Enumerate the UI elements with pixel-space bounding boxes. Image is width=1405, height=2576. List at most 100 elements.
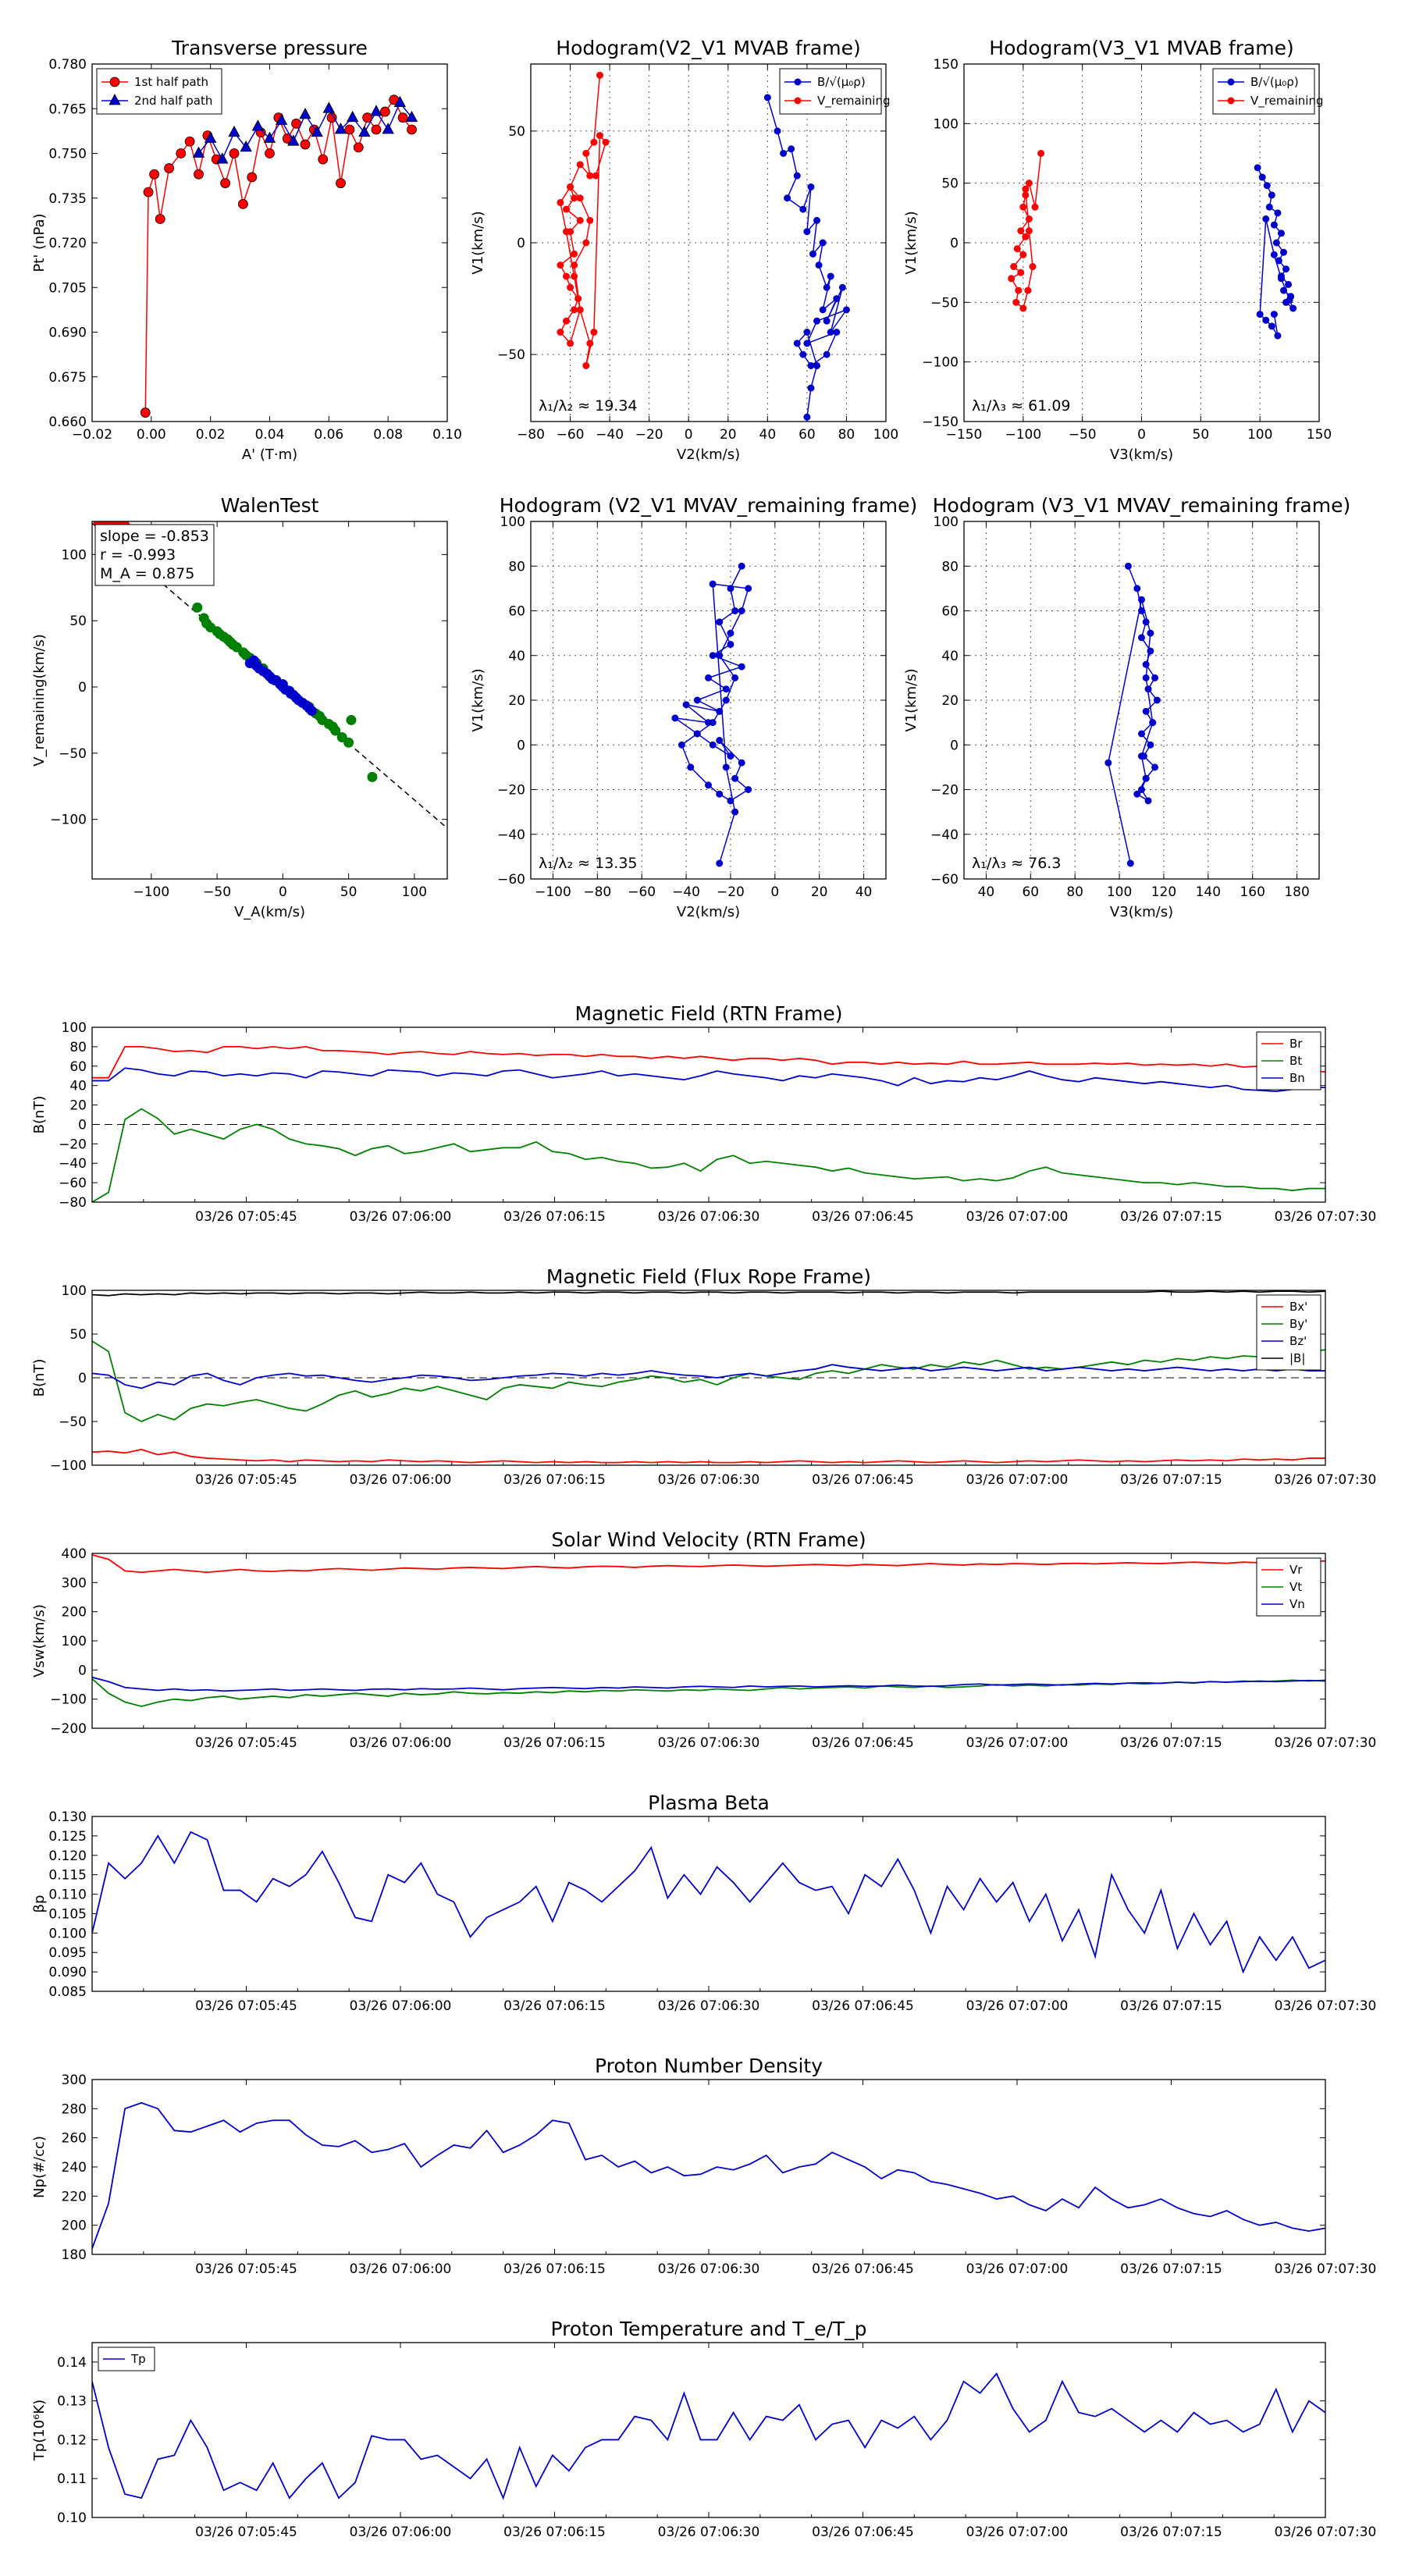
data-point	[204, 131, 217, 143]
legend-label: Bn	[1289, 1071, 1305, 1085]
data-point	[1151, 763, 1159, 771]
data-point	[229, 148, 240, 158]
np-xtick-label: 03/26 07:05:45	[195, 2261, 297, 2277]
legend-label: By'	[1289, 1317, 1307, 1331]
plot-frame	[91, 1553, 1326, 1729]
data-point	[240, 141, 252, 152]
pt-ytick-label: 0.720	[48, 236, 87, 251]
walen-point-middle	[240, 649, 251, 660]
beta-ytick-label: 0.115	[48, 1868, 87, 1884]
b_fr-plot-area	[92, 1290, 1325, 1464]
vsw-ytick-label: 200	[62, 1605, 87, 1621]
data-point	[1138, 634, 1145, 642]
data-point	[407, 124, 417, 135]
walen-point-middle	[343, 737, 354, 748]
b_fr-ytick-label: 0	[78, 1371, 87, 1386]
hodo_v3v1_mvav-xtick-label: 120	[1151, 884, 1176, 900]
hodo_v2v1_mvav-ytick-label: 40	[508, 649, 525, 664]
vsw-xtick-label: 03/26 07:05:45	[195, 1735, 297, 1751]
data-point	[813, 317, 821, 325]
data-point	[799, 350, 807, 358]
pt-ytick-label: 0.735	[48, 191, 87, 207]
data-point	[397, 112, 408, 123]
plot-frame	[91, 521, 448, 880]
hodo_v2v1_mvav-plot-area	[671, 562, 752, 867]
data-point	[1265, 203, 1273, 211]
data-point	[1262, 215, 1270, 222]
data-point	[784, 194, 791, 202]
walen-point-middle	[336, 731, 347, 742]
data-point	[807, 384, 815, 392]
data-point	[322, 101, 336, 113]
b_fr-xtick-label: 03/26 07:07:00	[966, 1472, 1069, 1488]
walen-title: WalenTest	[221, 494, 319, 517]
pt-plot-area	[140, 94, 418, 418]
tp-ytick-label: 0.11	[57, 2471, 87, 2487]
data-point	[788, 145, 795, 153]
data-point	[567, 340, 574, 347]
b_rtn-ytick-label: −80	[59, 1195, 87, 1211]
b_rtn-xtick-label: 03/26 07:06:30	[658, 1209, 760, 1225]
hodo_v3v1_mvab-xlabel: V3(km/s)	[1110, 447, 1173, 463]
data-point	[1031, 203, 1039, 211]
data-point	[731, 674, 739, 681]
data-point	[793, 172, 801, 180]
pt-xtick-label: 0.00	[137, 427, 166, 443]
hodo_v2v1_mvab-eigen-ratio: λ₁/λ₂ ≈ 19.34	[539, 397, 638, 415]
data-point	[827, 329, 834, 336]
data-point	[1268, 191, 1275, 199]
hodo_v3v1_mvav-ylabel: V1(km/s)	[903, 668, 919, 731]
legend-marker	[1227, 97, 1235, 105]
hodo_v2v1_mvav-xtick-label: −80	[583, 884, 611, 900]
data-point	[563, 205, 570, 213]
b_fr-ytick-label: 100	[62, 1283, 87, 1299]
beta-xtick-label: 03/26 07:07:30	[1275, 1998, 1377, 2014]
data-point	[237, 198, 248, 209]
walen-xtick-label: 100	[402, 884, 427, 900]
b_fr-xtick-label: 03/26 07:06:00	[350, 1472, 452, 1488]
stats-box	[94, 524, 215, 586]
data-point	[727, 797, 735, 805]
walen-point-middle	[192, 602, 203, 613]
data-point	[582, 239, 590, 247]
data-point	[582, 361, 590, 369]
b_fr-xtick-label: 03/26 07:05:45	[195, 1472, 297, 1488]
data-point	[571, 250, 578, 258]
hodo_v3v1_mvav-ytick-label: −20	[930, 783, 959, 799]
data-point	[1256, 311, 1264, 318]
data-point	[745, 585, 752, 592]
data-point	[602, 138, 610, 146]
hodo_v2v1_mvab-xtick-label: 80	[838, 427, 855, 443]
data-point	[1029, 263, 1037, 271]
tp-plot-area	[92, 2372, 1325, 2500]
hodo_v2v1_mvab-xtick-label: 40	[759, 427, 777, 443]
data-point	[1286, 296, 1293, 304]
hodo_v2v1_mvav-eigen-ratio: λ₁/λ₂ ≈ 13.35	[539, 855, 638, 872]
beta-ytick-label: 0.100	[48, 1926, 87, 1941]
hodo_v3v1_mvab-xtick-label: −100	[1005, 427, 1041, 443]
b_rtn-ytick-label: 20	[69, 1098, 87, 1114]
hodo_v2v1_mvab-ytick-label: 0	[517, 236, 525, 251]
data-point	[1147, 647, 1154, 655]
data-point	[299, 108, 311, 119]
hodo_v3v1_mvav-xtick-label: 160	[1240, 884, 1264, 900]
data-point	[563, 317, 570, 325]
hodo_v3v1_mvab-ytick-label: −50	[930, 295, 959, 311]
beta-ytick-label: 0.105	[48, 1906, 87, 1922]
vsw-ytick-label: −200	[50, 1721, 87, 1737]
data-point	[370, 105, 382, 116]
b_fr-xtick-label: 03/26 07:07:30	[1275, 1472, 1377, 1488]
hodo_v3v1_mvav-ytick-label: 40	[941, 649, 959, 664]
hodo_v2v1_mvav-xtick-label: −20	[717, 884, 745, 900]
data-point	[1280, 248, 1287, 256]
data-point	[731, 774, 739, 782]
tp-ylabel: Tp(10⁶K)	[31, 2400, 48, 2461]
b_fr-ytick-label: −100	[50, 1458, 87, 1474]
hodo_v2v1_mvav-ytick-label: 80	[508, 559, 525, 575]
hodo_v2v1_mvab-ytick-label: −50	[497, 347, 525, 363]
stats-line: M_A = 0.875	[100, 565, 194, 582]
data-point	[586, 340, 594, 347]
vsw-panel: Solar Wind Velocity (RTN Frame) −200 −100 0…	[31, 1528, 1376, 1751]
b_rtn-ytick-label: −60	[59, 1176, 87, 1191]
